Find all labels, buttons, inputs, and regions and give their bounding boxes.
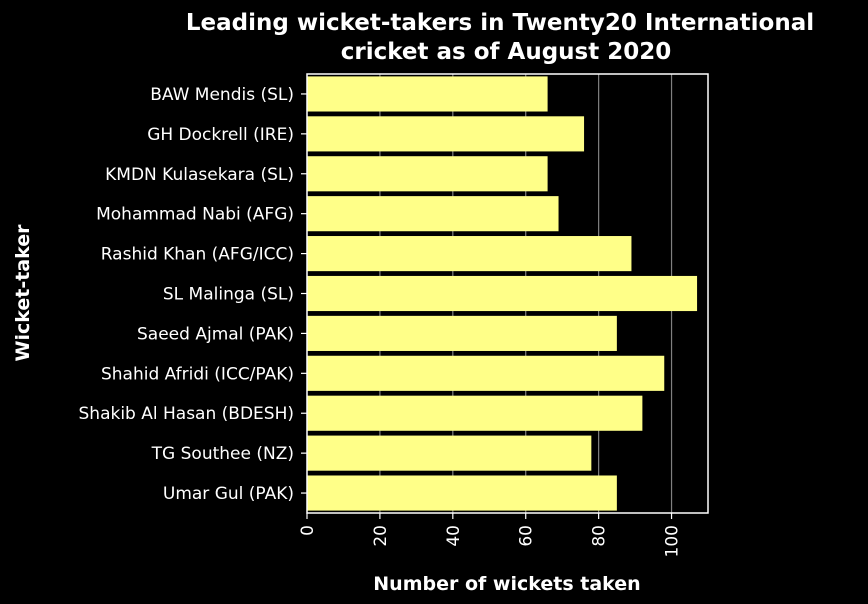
bar-shakib-al-hasan-bdesh [307, 395, 643, 431]
x-tick-label: 40 [444, 525, 464, 547]
y-tick-label: KMDN Kulasekara (SL) [105, 165, 294, 185]
x-tick-label: 0 [298, 525, 318, 536]
y-tick-label: SL Malinga (SL) [163, 285, 294, 305]
bar-gh-dockrell-ire [307, 116, 585, 152]
bar-sl-malinga-sl [307, 275, 698, 312]
bar-rashid-khan-afg-icc [307, 236, 632, 272]
y-axis-title: Wicket-taker [12, 224, 34, 362]
x-axis: 0 20 40 60 80 100 [298, 513, 683, 557]
x-tick-label: 100 [663, 525, 683, 557]
y-tick-label: Mohammad Nabi (AFG) [96, 205, 294, 225]
bar-mohammad-nabi-afg [307, 196, 559, 232]
y-tick-label: Shakib Al Hasan (BDESH) [79, 404, 295, 424]
y-tick-label: TG Southee (NZ) [151, 444, 294, 464]
bars [307, 76, 698, 511]
chart-title-line-2: cricket as of August 2020 [341, 39, 672, 65]
y-tick-label: BAW Mendis (SL) [150, 85, 294, 105]
x-axis-title: Number of wickets taken [373, 573, 640, 595]
bar-shahid-afridi-icc-pak [307, 355, 665, 391]
x-tick-label: 60 [517, 525, 537, 547]
y-axis: BAW Mendis (SL) GH Dockrell (IRE) KMDN Kul… [79, 85, 307, 504]
bar-kmdn-kulasekara-sl [307, 156, 548, 192]
bar-tg-southee-nz [307, 435, 592, 471]
y-tick-label: GH Dockrell (IRE) [147, 125, 294, 145]
bar-umar-gul-pak [307, 475, 617, 511]
y-tick-label: Saeed Ajmal (PAK) [137, 324, 294, 344]
x-tick-label: 80 [590, 525, 610, 547]
y-tick-label: Shahid Afridi (ICC/PAK) [101, 364, 294, 384]
x-tick-label: 20 [371, 525, 391, 547]
y-tick-label: Rashid Khan (AFG/ICC) [101, 245, 294, 265]
chart-title-line-1: Leading wicket-takers in Twenty20 Intern… [186, 10, 814, 36]
y-tick-label: Umar Gul (PAK) [163, 484, 294, 504]
bar-saeed-ajmal-pak [307, 315, 617, 351]
bar-baw-mendis-sl [307, 76, 548, 112]
